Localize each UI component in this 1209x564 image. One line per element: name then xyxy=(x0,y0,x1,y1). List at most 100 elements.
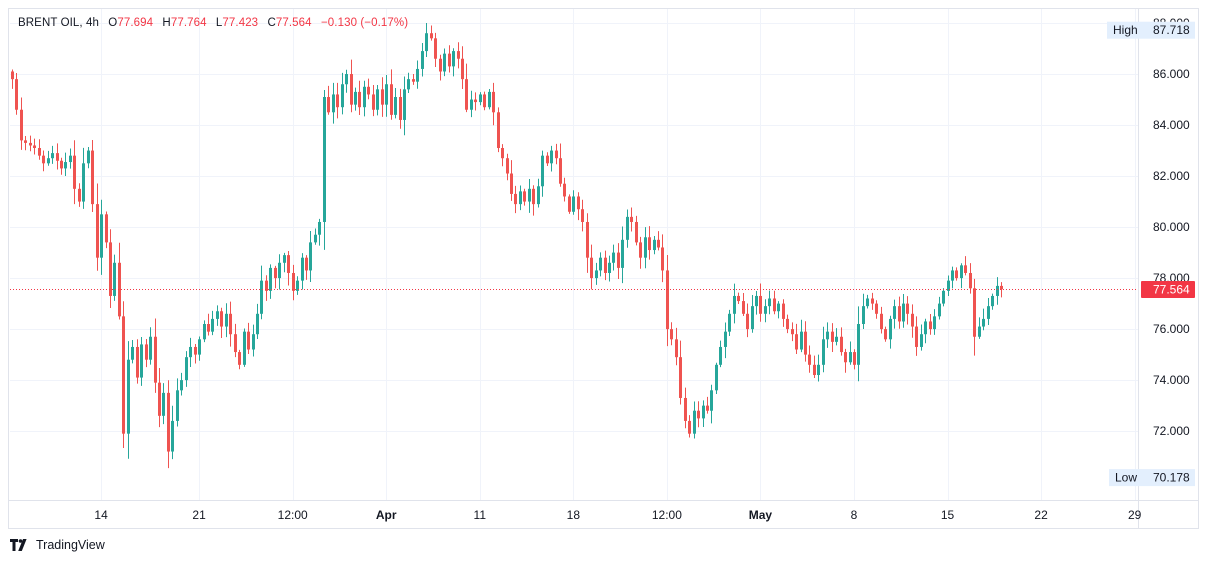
candle-body xyxy=(523,191,526,202)
candle xyxy=(960,263,963,289)
price-tick-label: 84.000 xyxy=(1153,118,1190,132)
candle-body xyxy=(595,270,598,279)
candle xyxy=(661,234,664,283)
candle-body xyxy=(840,336,843,353)
candle-body xyxy=(216,311,219,319)
candle xyxy=(385,74,388,117)
candle-body xyxy=(915,326,918,347)
candle xyxy=(532,185,535,216)
time-axis[interactable]: 14 21 12:00 Apr 11 18 12:00 May 8 15 22 29 xyxy=(94,508,1141,522)
candle xyxy=(345,69,348,93)
candle xyxy=(216,305,219,326)
candle xyxy=(737,292,740,304)
candle-body xyxy=(546,155,549,164)
candle xyxy=(497,107,500,153)
candle xyxy=(399,88,402,129)
candle xyxy=(773,290,776,315)
candle-body xyxy=(372,94,375,110)
interval-label[interactable]: 4h xyxy=(86,17,99,29)
candle xyxy=(555,143,558,165)
candle xyxy=(630,207,633,232)
candle-body xyxy=(309,242,312,271)
candle-body xyxy=(69,155,72,163)
candle-body xyxy=(693,410,696,434)
open-label: O xyxy=(108,17,118,29)
candle xyxy=(541,150,544,197)
candle-body xyxy=(118,262,121,317)
symbol-name[interactable]: BRENT OIL xyxy=(18,17,80,29)
candle xyxy=(412,73,415,85)
time-axis-pane[interactable] xyxy=(8,500,1199,529)
candle xyxy=(60,157,63,175)
candle-body xyxy=(773,298,776,312)
chart-pane[interactable] xyxy=(8,8,1199,501)
candle xyxy=(118,242,121,320)
candle xyxy=(363,80,366,117)
candle xyxy=(947,275,950,296)
candle xyxy=(105,211,108,249)
candle-body xyxy=(675,339,678,358)
candle-body xyxy=(648,237,651,251)
price-tick-label: 86.000 xyxy=(1153,67,1190,81)
candle-body xyxy=(733,295,736,314)
candle-body xyxy=(978,326,981,337)
tradingview-logo[interactable]: TradingView xyxy=(10,538,105,552)
price-axis[interactable]: 72.00074.00076.00078.00080.00082.00084.0… xyxy=(1153,16,1190,438)
current-price-tag-bg xyxy=(1141,281,1195,298)
candle xyxy=(688,415,691,438)
candle-body xyxy=(572,196,575,212)
candle-body xyxy=(817,364,820,376)
candle-body xyxy=(390,84,393,115)
candle xyxy=(684,387,687,429)
candle-body xyxy=(140,344,143,378)
candle xyxy=(247,322,250,355)
candle-body xyxy=(488,91,491,108)
candle xyxy=(506,153,509,181)
candle-body xyxy=(577,196,580,210)
candle-body xyxy=(407,79,410,90)
candle xyxy=(635,215,638,246)
candle-body xyxy=(269,267,272,291)
tradingview-logo-text: TradingView xyxy=(36,538,105,552)
candle-body xyxy=(604,257,607,273)
candle xyxy=(813,355,816,378)
candle-body xyxy=(238,352,241,365)
candle xyxy=(443,48,446,77)
candle xyxy=(318,218,321,246)
candle-body xyxy=(635,221,638,243)
candle xyxy=(269,264,272,299)
candle xyxy=(180,372,183,396)
candle xyxy=(457,42,460,69)
candle xyxy=(461,46,464,89)
candle xyxy=(880,306,883,334)
candle-body xyxy=(630,216,633,222)
candle-body xyxy=(938,303,941,317)
candle xyxy=(902,293,905,328)
candle-body xyxy=(586,221,589,258)
candle-body xyxy=(38,148,41,156)
candle-body xyxy=(185,357,188,381)
candle-body xyxy=(399,96,402,120)
candle-body xyxy=(314,234,317,243)
candle xyxy=(853,349,856,370)
candle xyxy=(465,63,468,113)
candle xyxy=(176,378,179,427)
candle-body xyxy=(443,53,446,72)
candle-body xyxy=(947,280,950,291)
candle-body xyxy=(457,51,460,59)
candle xyxy=(550,145,553,172)
candle xyxy=(274,265,277,289)
candle-body xyxy=(296,280,299,291)
candle xyxy=(514,185,517,214)
candle xyxy=(323,90,326,250)
candle-body xyxy=(875,303,878,314)
candle xyxy=(546,152,549,167)
candle-body xyxy=(880,313,883,330)
ohlc-legend[interactable]: BRENT OIL, 4h O77.694 H77.764 L77.423 C7… xyxy=(18,17,409,29)
time-tick-label: Apr xyxy=(376,508,397,522)
candle xyxy=(626,209,629,248)
candle-body xyxy=(127,359,130,434)
candle-body xyxy=(492,91,495,113)
candle-body xyxy=(483,94,486,108)
